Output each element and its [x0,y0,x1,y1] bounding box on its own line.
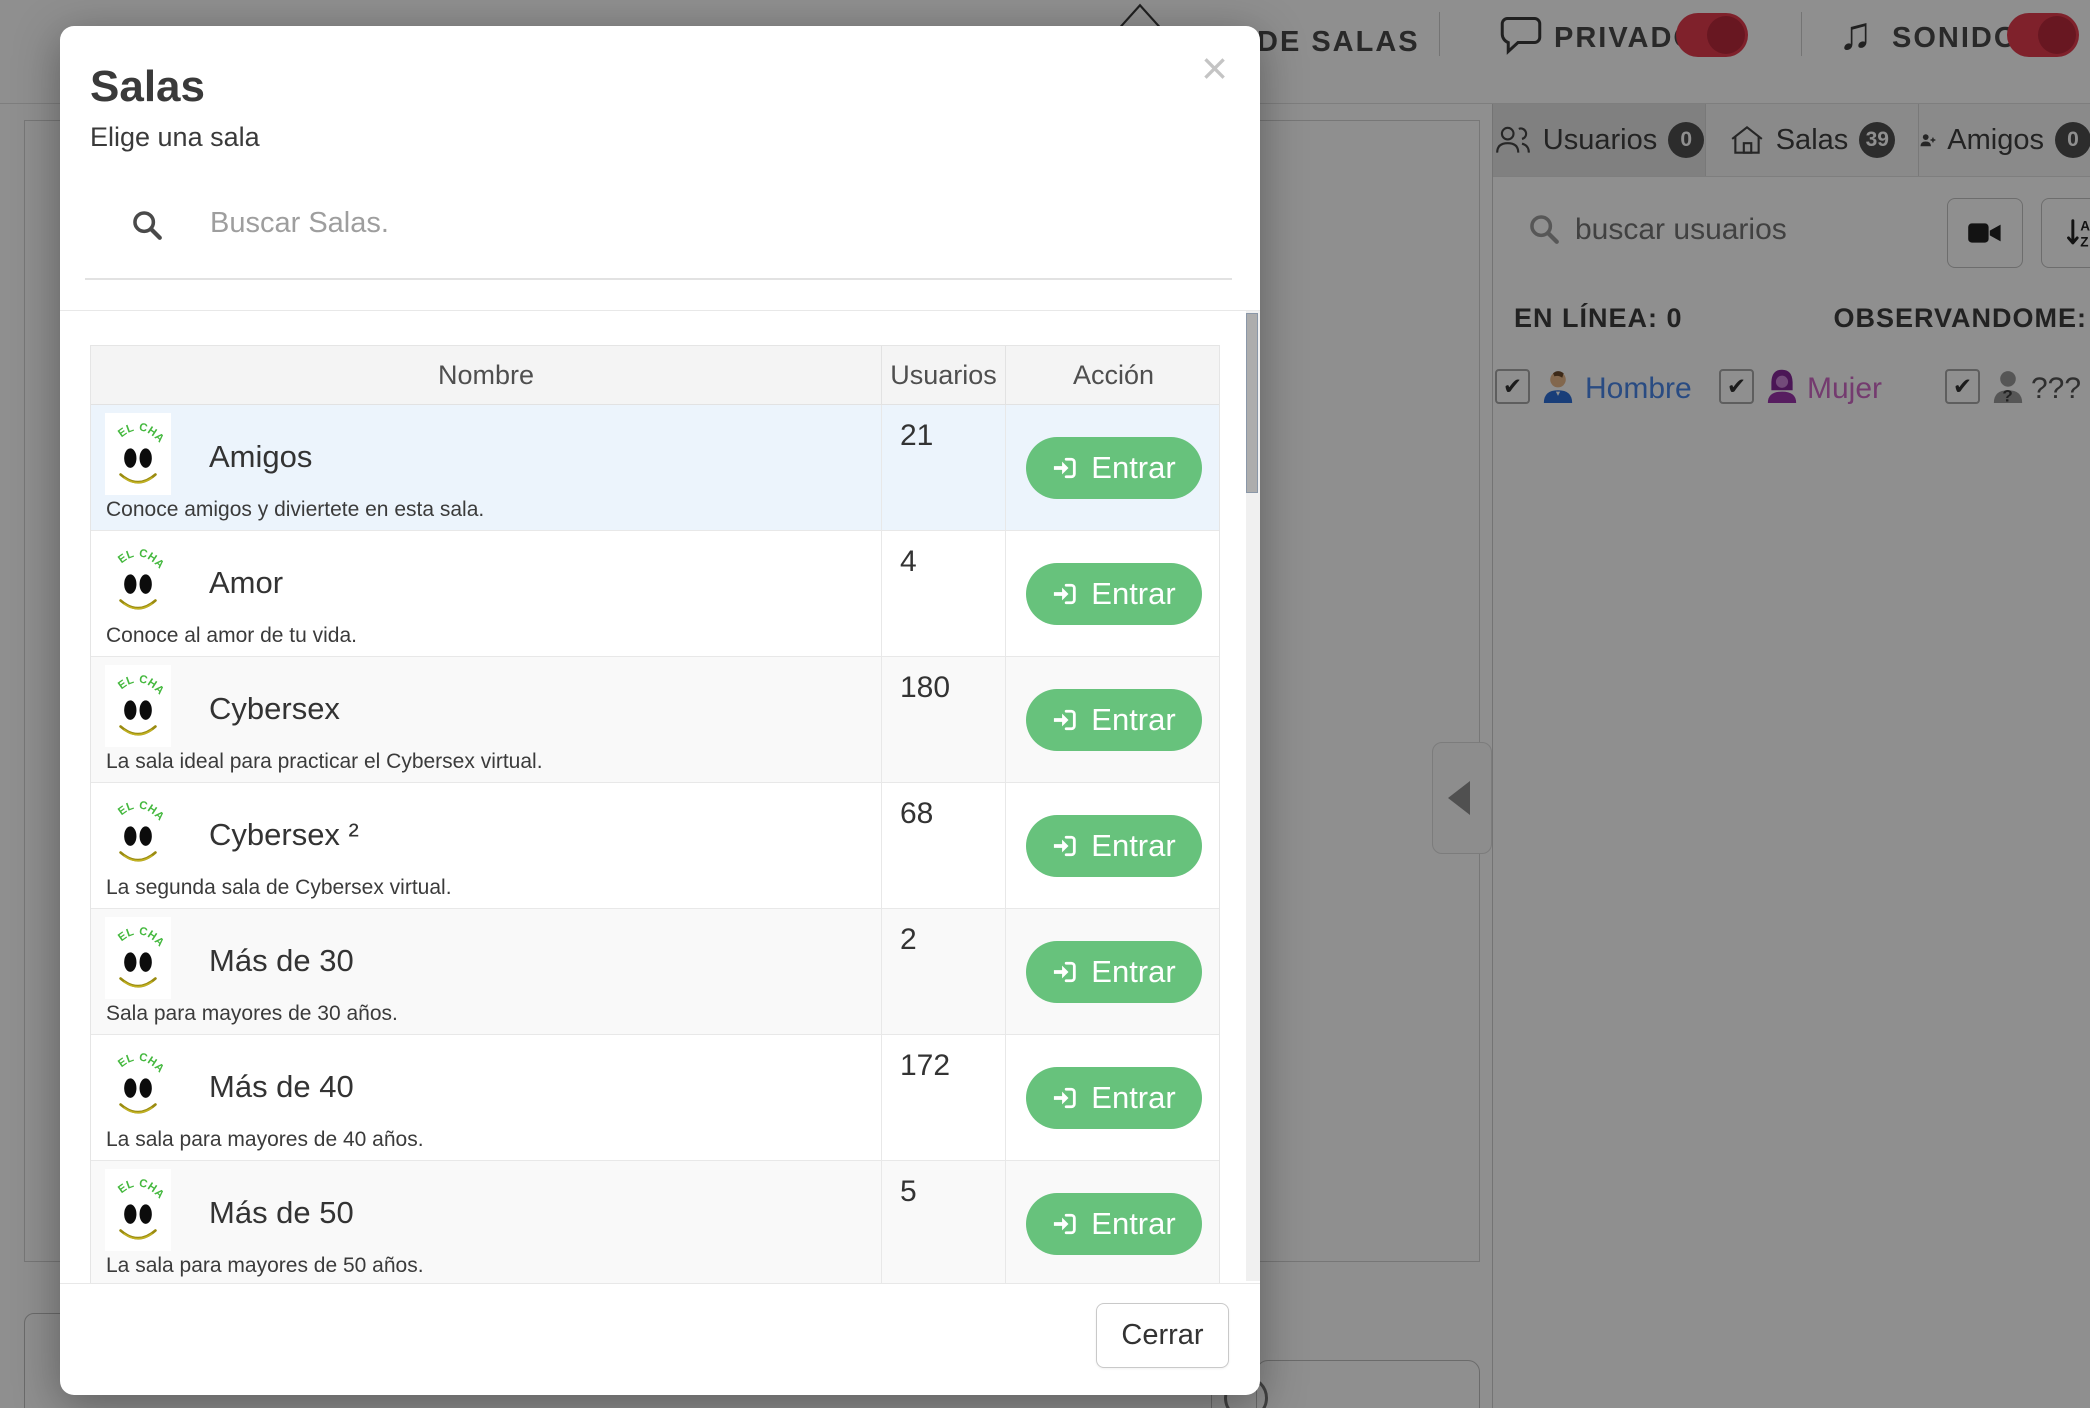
room-name: Cybersex ² [209,817,359,852]
divider [1439,12,1440,56]
sign-in-icon [1051,832,1079,860]
rooms-scroll-area: Nombre Usuarios Acción Amigos Conoce ami… [60,310,1260,1284]
room-description: Conoce al amor de tu vida. [106,624,357,647]
scrollbar-thumb[interactable] [1246,313,1258,493]
table-row[interactable]: Cybersex La sala ideal para practicar el… [91,657,1219,783]
enter-room-button[interactable]: Entrar [1025,940,1202,1003]
sort-users-button[interactable] [2041,198,2090,268]
sign-in-icon [1051,454,1079,482]
arrow-left-icon [1448,781,1470,815]
room-smiley-icon [105,791,171,873]
room-name: Más de 40 [209,1069,354,1104]
room-description: Conoce amigos y diviertete en esta sala. [106,498,485,521]
room-description: La sala para mayores de 40 años. [106,1128,424,1151]
column-header-nombre: Nombre [437,359,535,390]
usuarios-count-badge: 0 [1668,122,1705,158]
filter-hombre-label: Hombre [1585,372,1692,405]
room-description: La segunda sala de Cybersex virtual. [106,876,452,899]
sonido-toggle[interactable] [2007,13,2079,57]
room-smiley-icon [105,1043,171,1125]
table-row[interactable]: Amigos Conoce amigos y diviertete en est… [91,405,1219,531]
enter-room-button[interactable]: Entrar [1025,688,1202,751]
filter-unknown-label: ??? [2031,372,2082,405]
column-header-accion: Acción [1072,359,1155,390]
video-chat-button[interactable] [1947,198,2023,268]
room-name: Cybersex [209,691,340,726]
room-description: Sala para mayores de 30 años. [106,1002,398,1025]
modal-title: Salas [90,62,205,111]
salas-modal: Salas Elige una sala × Nombre Usuarios A… [60,26,1260,1395]
room-user-count: 5 [881,1161,1006,1283]
room-name: Más de 50 [209,1195,354,1230]
column-header-usuarios: Usuarios [881,346,1006,404]
table-row[interactable]: Más de 40 La sala para mayores de 40 año… [91,1035,1219,1161]
divider [1801,12,1802,56]
room-smiley-icon [105,539,171,621]
room-user-count: 21 [881,405,1006,530]
enter-room-button[interactable]: Entrar [1025,1066,1202,1129]
scrollbar-track[interactable] [1246,311,1260,1281]
table-row[interactable]: Amor Conoce al amor de tu vida. 4 Entrar [91,531,1219,657]
sidebar-collapse-handle[interactable] [1432,742,1492,854]
sidebar-tabs: Usuarios 0 Salas 39 Amigos 0 [1493,104,2090,177]
room-name: Más de 30 [209,943,354,978]
sign-in-icon [1051,1210,1079,1238]
room-user-count: 2 [881,909,1006,1034]
table-row[interactable]: Más de 30 Sala para mayores de 30 años. … [91,909,1219,1035]
filter-mujer-label: Mujer [1807,372,1883,405]
tab-usuarios[interactable]: Usuarios 0 [1493,104,1706,176]
user-sidebar: Usuarios 0 Salas 39 Amigos 0 EN LÍNEA: 0… [1492,104,2090,1408]
enter-room-button[interactable]: Entrar [1025,814,1202,877]
table-header: Nombre Usuarios Acción [91,346,1219,405]
filter-unknown-checkbox[interactable]: ✔ [1945,369,1980,404]
sign-in-icon [1051,1084,1079,1112]
room-user-count: 172 [881,1035,1006,1160]
room-user-count: 4 [881,531,1006,656]
room-description: La sala ideal para practicar el Cybersex… [106,750,543,773]
search-salas-input[interactable] [208,196,1192,250]
search-users-input[interactable] [1573,204,1927,256]
tab-salas[interactable]: Salas 39 [1706,104,1919,176]
toggle-knob [1707,16,1745,54]
modal-subtitle: Elige una sala [90,122,260,152]
nav-item-lista-de-salas[interactable]: DE SALAS [1257,26,1420,58]
table-row[interactable]: Más de 50 La sala para mayores de 50 año… [91,1161,1219,1283]
room-smiley-icon [105,665,171,747]
sign-in-icon [1051,580,1079,608]
room-smiley-icon [105,1169,171,1251]
enter-room-button[interactable]: Entrar [1025,1192,1202,1255]
close-icon[interactable]: × [1195,44,1234,92]
room-user-count: 68 [881,783,1006,908]
room-name: Amigos [209,439,313,474]
sign-in-icon [1051,958,1079,986]
filter-mujer-checkbox[interactable]: ✔ [1719,369,1754,404]
room-name: Amor [209,565,284,600]
amigos-count-badge: 0 [2055,122,2090,158]
room-smiley-icon [105,917,171,999]
cerrar-button[interactable]: Cerrar [1096,1303,1229,1368]
sonido-label: SONIDO [1892,22,2019,54]
privado-label: PRIVADO [1554,22,1698,54]
search-icon [130,208,164,242]
room-description: La sala para mayores de 50 años. [106,1254,424,1277]
watching-label: OBSERVANDOME: [1833,303,2087,333]
filter-hombre-checkbox[interactable]: ✔ [1495,369,1530,404]
input-underline [85,278,1232,280]
online-count-label: EN LÍNEA: 0 [1514,303,1683,333]
privado-toggle[interactable] [1676,13,1748,57]
enter-room-button[interactable]: Entrar [1025,562,1202,625]
rooms-table: Nombre Usuarios Acción Amigos Conoce ami… [90,345,1220,1283]
music-note-icon: ♫ [1838,7,1873,59]
sign-in-icon [1051,706,1079,734]
enter-room-button[interactable]: Entrar [1025,436,1202,499]
salas-count-badge: 39 [1859,122,1896,158]
toggle-knob [2038,16,2076,54]
tab-amigos[interactable]: Amigos 0 [1919,104,2090,176]
room-smiley-icon [105,413,171,495]
table-row[interactable]: Cybersex ² La segunda sala de Cybersex v… [91,783,1219,909]
room-user-count: 180 [881,657,1006,782]
